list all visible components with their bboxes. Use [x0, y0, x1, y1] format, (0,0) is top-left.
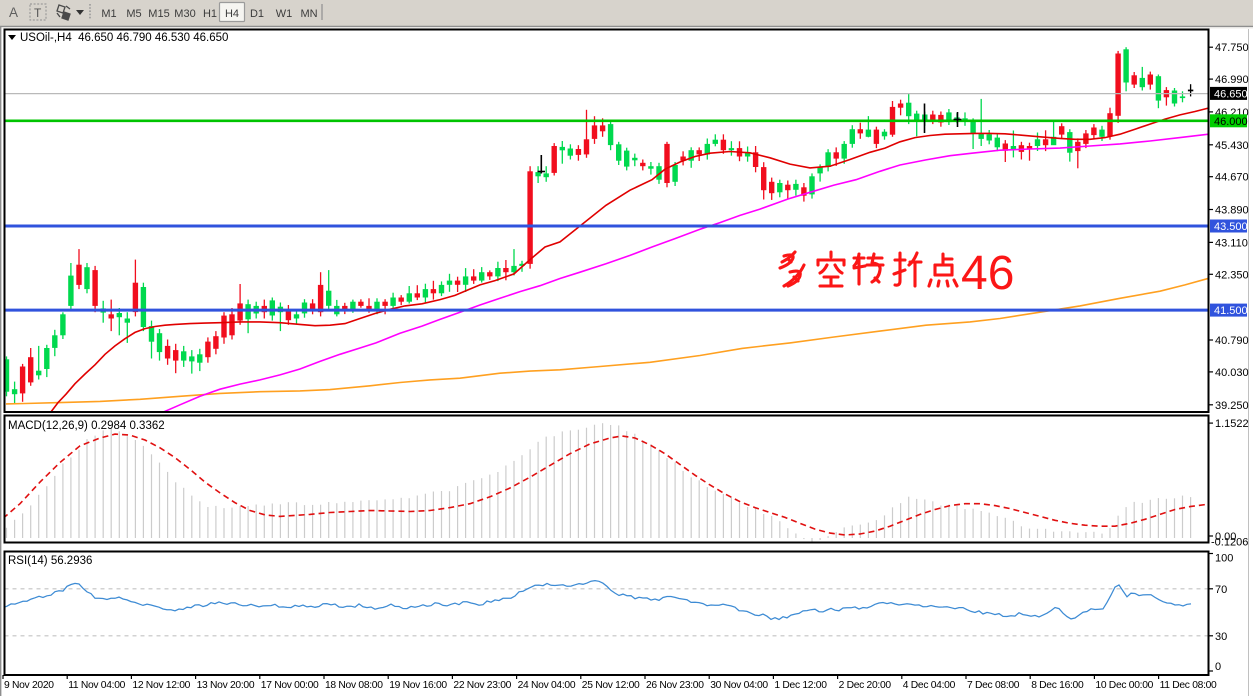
svg-text:12 Nov 12:00: 12 Nov 12:00 [132, 680, 190, 691]
svg-text:W1: W1 [276, 8, 293, 20]
svg-text:46.990: 46.990 [1215, 74, 1249, 86]
svg-text:RSI(14) 56.2936: RSI(14) 56.2936 [8, 555, 92, 567]
svg-text:7 Dec 08:00: 7 Dec 08:00 [967, 680, 1020, 691]
svg-text:2 Dec 20:00: 2 Dec 20:00 [839, 680, 892, 691]
svg-text:H4: H4 [225, 8, 239, 20]
svg-text:47.750: 47.750 [1215, 42, 1249, 54]
svg-text:30 Nov 04:00: 30 Nov 04:00 [710, 680, 768, 691]
svg-text:40.790: 40.790 [1215, 335, 1249, 347]
svg-text:D1: D1 [250, 8, 264, 20]
svg-text:42.350: 42.350 [1215, 269, 1249, 281]
svg-text:26 Nov 23:00: 26 Nov 23:00 [646, 680, 704, 691]
svg-text:70: 70 [1215, 584, 1227, 596]
svg-text:46: 46 [961, 247, 1014, 300]
svg-text:1.1522: 1.1522 [1215, 418, 1249, 430]
svg-text:11 Dec 08:00: 11 Dec 08:00 [1160, 680, 1217, 691]
svg-text:H1: H1 [203, 8, 217, 20]
svg-text:M15: M15 [148, 8, 169, 20]
svg-text:9 Nov 2020: 9 Nov 2020 [4, 680, 54, 691]
svg-text:USOil-,H4 46.650 46.790 46.53: USOil-,H4 46.650 46.790 46.530 46.650 [20, 32, 228, 44]
svg-text:1 Dec 12:00: 1 Dec 12:00 [774, 680, 827, 691]
svg-text:25 Nov 12:00: 25 Nov 12:00 [582, 680, 640, 691]
svg-text:22 Nov 23:00: 22 Nov 23:00 [453, 680, 511, 691]
svg-text:0.00: 0.00 [1215, 531, 1236, 543]
svg-text:43.890: 43.890 [1215, 205, 1249, 217]
svg-text:10 Dec 00:00: 10 Dec 00:00 [1095, 680, 1153, 691]
svg-text:46.000: 46.000 [1214, 116, 1248, 128]
svg-text:M5: M5 [126, 8, 141, 20]
svg-text:-0.1206: -0.1206 [1211, 537, 1248, 549]
svg-text:0: 0 [1215, 661, 1221, 673]
svg-text:18 Nov 08:00: 18 Nov 08:00 [325, 680, 383, 691]
svg-text:A: A [9, 5, 18, 20]
svg-text:8 Dec 16:00: 8 Dec 16:00 [1031, 680, 1084, 691]
svg-text:19 Nov 16:00: 19 Nov 16:00 [389, 680, 447, 691]
svg-text:46.650: 46.650 [1214, 88, 1248, 100]
svg-text:11 Nov 04:00: 11 Nov 04:00 [68, 680, 125, 691]
svg-text:40.030: 40.030 [1215, 367, 1249, 379]
svg-text:13 Nov 20:00: 13 Nov 20:00 [197, 680, 255, 691]
svg-text:100: 100 [1215, 553, 1233, 565]
svg-text:30: 30 [1215, 631, 1227, 643]
svg-text:43.500: 43.500 [1214, 221, 1248, 233]
svg-text:24 Nov 04:00: 24 Nov 04:00 [518, 680, 576, 691]
svg-text:M1: M1 [101, 8, 116, 20]
svg-text:45.430: 45.430 [1215, 140, 1249, 152]
svg-text:17 Nov 00:00: 17 Nov 00:00 [261, 680, 319, 691]
svg-text:T: T [34, 6, 42, 20]
svg-text:44.670: 44.670 [1215, 172, 1249, 184]
svg-text:41.500: 41.500 [1214, 305, 1248, 317]
svg-text:MN: MN [300, 8, 317, 20]
svg-text:43.110: 43.110 [1215, 237, 1248, 249]
svg-text:MACD(12,26,9) 0.2984 0.3362: MACD(12,26,9) 0.2984 0.3362 [8, 420, 165, 432]
svg-text:4 Dec 04:00: 4 Dec 04:00 [903, 680, 956, 691]
svg-text:39.250: 39.250 [1215, 400, 1249, 412]
svg-text:M30: M30 [174, 8, 195, 20]
